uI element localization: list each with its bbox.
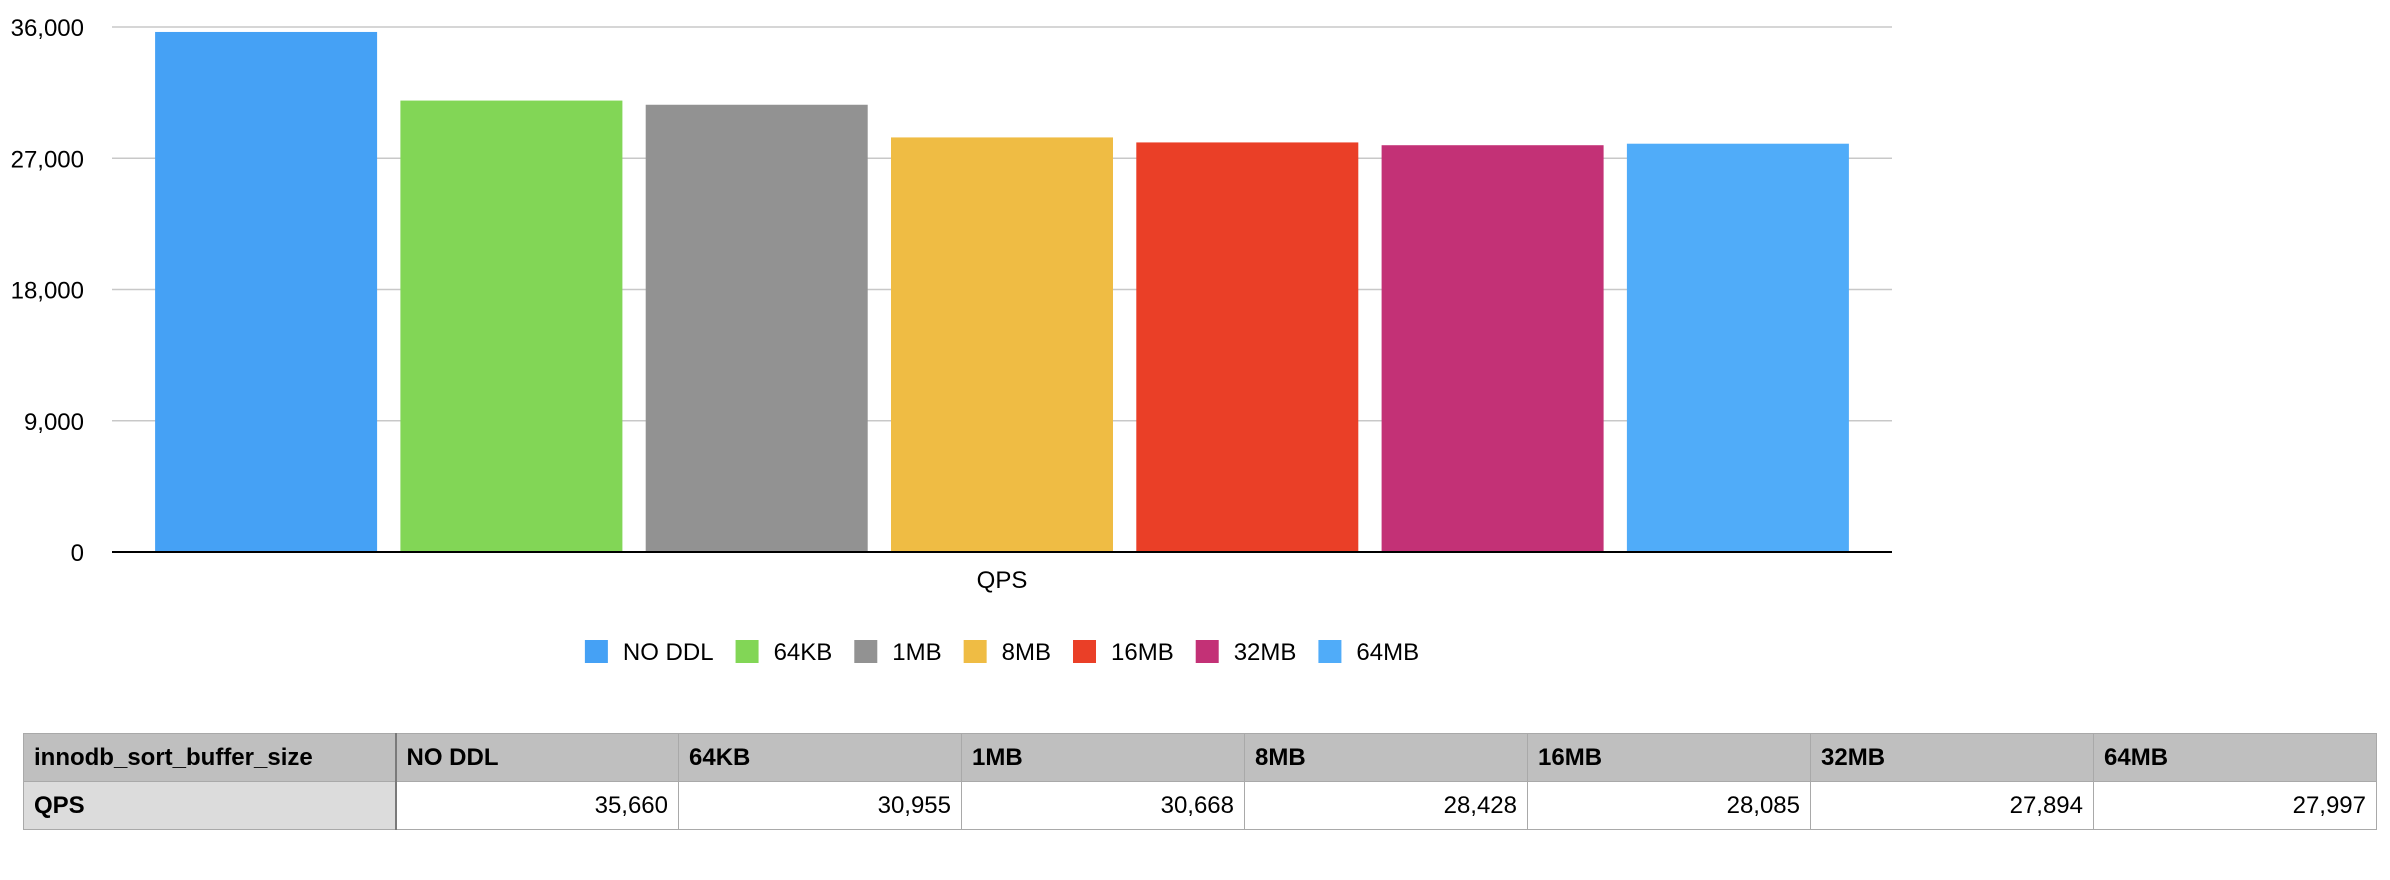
legend-swatch-8mb: [963, 640, 987, 663]
y-tick-label: 27,000: [11, 146, 84, 173]
bar-16mb: [1136, 142, 1359, 553]
legend-label-32mb: 32MB: [1234, 639, 1297, 666]
table-row-label: QPS: [23, 781, 397, 830]
legend-label-16mb: 16MB: [1111, 639, 1174, 666]
data-table: innodb_sort_buffer_size NO DDL 64KB 1MB …: [23, 733, 2377, 830]
y-tick-label: 36,000: [11, 15, 84, 42]
y-axis-tick-labels: 0 9,000 18,000 27,000 36,000: [11, 15, 84, 567]
table-value-cell: 27,894: [1810, 781, 2094, 830]
bars: [155, 31, 1849, 553]
table-value-cell: 30,668: [961, 781, 1245, 830]
legend-swatch-64kb: [735, 640, 759, 663]
bar-chart: 0 9,000 18,000 27,000 36,000 QPS NO DDL 64KB 1…: [11, 15, 1892, 666]
legend-label-1mb: 1MB: [892, 639, 941, 666]
legend-swatch-1mb: [854, 640, 878, 663]
table-value-cell: 30,955: [678, 781, 962, 830]
legend-swatch-16mb: [1073, 640, 1097, 663]
legend-label-64kb: 64KB: [774, 639, 833, 666]
table-header-cell: 8MB: [1244, 733, 1528, 782]
table-value-cell: 28,428: [1244, 781, 1528, 830]
y-tick-label: 0: [71, 540, 84, 567]
table-header-cell: 64MB: [2093, 733, 2377, 782]
table-header-cell: 64KB: [678, 733, 962, 782]
bar-64mb: [1626, 143, 1849, 552]
y-tick-label: 9,000: [24, 409, 84, 436]
legend: NO DDL 64KB 1MB 8MB 16MB 32MB 64MB: [584, 639, 1419, 666]
legend-swatch-32mb: [1195, 640, 1219, 663]
table-header-cell: 32MB: [1810, 733, 2094, 782]
table-value-cell: 35,660: [395, 781, 679, 830]
table-value-cell: 28,085: [1527, 781, 1811, 830]
x-axis-label: QPS: [977, 567, 1028, 594]
legend-label-8mb: 8MB: [1002, 639, 1051, 666]
legend-label-no-ddl: NO DDL: [623, 639, 714, 666]
bar-64kb: [400, 100, 623, 553]
legend-swatch-64mb: [1318, 640, 1342, 663]
bar-32mb: [1381, 145, 1604, 552]
y-tick-label: 18,000: [11, 278, 84, 305]
legend-label-64mb: 64MB: [1356, 639, 1419, 666]
legend-swatch-no-ddl: [584, 640, 608, 663]
table-header-cell: 16MB: [1527, 733, 1811, 782]
table-header-cell: 1MB: [961, 733, 1245, 782]
bar-8mb: [891, 137, 1113, 553]
table-value-cell: 27,997: [2093, 781, 2377, 830]
table-header-cell: NO DDL: [395, 733, 679, 782]
bar-1mb: [645, 104, 868, 552]
table-row: QPS 35,660 30,955 30,668 28,428 28,085 2…: [23, 781, 2377, 830]
table-header-row: innodb_sort_buffer_size NO DDL 64KB 1MB …: [23, 733, 2377, 782]
table-header-label: innodb_sort_buffer_size: [23, 733, 397, 782]
bar-no-ddl: [155, 31, 378, 553]
